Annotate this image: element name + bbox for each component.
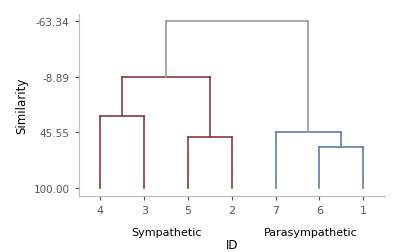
Text: Parasympathetic: Parasympathetic	[264, 227, 358, 237]
Text: Sympathetic: Sympathetic	[131, 227, 201, 237]
X-axis label: ID: ID	[226, 238, 238, 250]
Y-axis label: Similarity: Similarity	[15, 78, 28, 134]
